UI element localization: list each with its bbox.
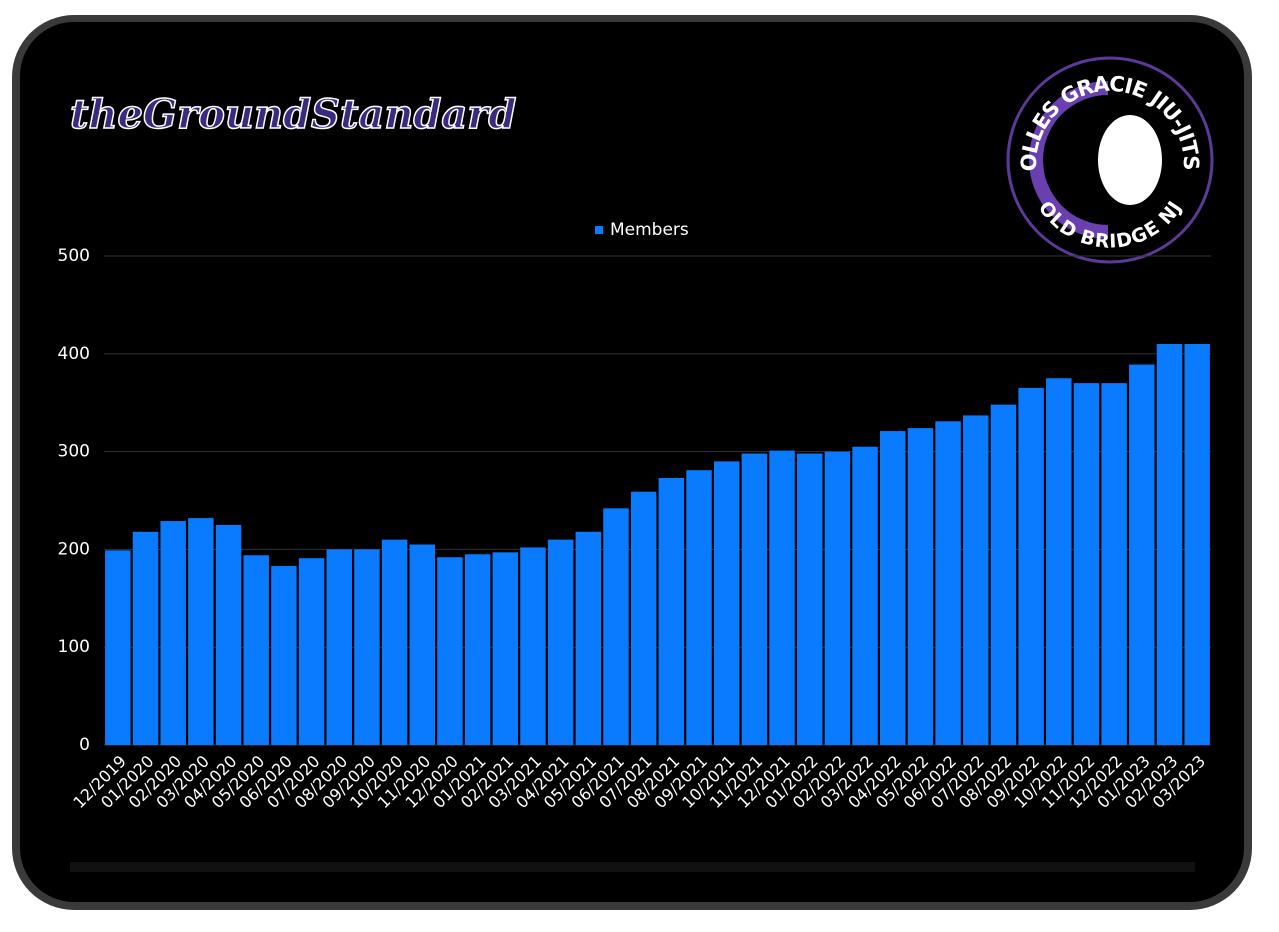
bar — [243, 555, 269, 745]
bar — [603, 508, 629, 745]
bar — [1156, 344, 1183, 745]
y-tick-label: 400 — [58, 344, 90, 364]
ground-standard-logo: theGroundStandard — [70, 91, 516, 138]
bar — [575, 531, 602, 745]
bar — [105, 550, 131, 745]
bar — [963, 415, 989, 745]
bar — [437, 557, 463, 745]
bar — [409, 544, 435, 745]
bar — [741, 453, 768, 745]
bar — [907, 428, 934, 745]
bar — [1046, 378, 1072, 745]
bar — [492, 552, 519, 745]
bar — [824, 451, 851, 745]
bar — [880, 431, 906, 745]
bar — [852, 446, 878, 745]
legend-label: Members — [610, 220, 689, 240]
bar — [464, 554, 491, 745]
bar — [354, 549, 380, 745]
bar — [630, 491, 657, 745]
bar — [215, 524, 242, 745]
bar — [658, 478, 685, 745]
y-tick-label: 100 — [58, 637, 90, 657]
bar — [1018, 388, 1044, 745]
y-tick-label: 200 — [58, 539, 90, 559]
bar — [326, 549, 352, 745]
bar — [298, 558, 325, 745]
footer-strip — [70, 862, 1195, 872]
bar — [1101, 383, 1127, 745]
y-tick-label: 500 — [58, 246, 90, 266]
y-tick-label: 300 — [58, 442, 90, 462]
bar — [713, 461, 740, 745]
bar — [1129, 364, 1155, 745]
bar — [796, 453, 823, 745]
y-tick-label: 0 — [79, 735, 90, 755]
bar — [935, 421, 961, 745]
bar — [769, 450, 795, 745]
legend-swatch — [595, 226, 603, 234]
bar — [132, 531, 159, 745]
bar — [1184, 344, 1210, 745]
bar — [188, 518, 214, 745]
bar — [381, 539, 408, 745]
bar — [271, 566, 297, 745]
bar — [686, 470, 712, 745]
bar — [547, 539, 574, 745]
bar — [990, 404, 1017, 745]
bar — [160, 521, 186, 745]
bar — [520, 547, 546, 745]
bar — [1073, 383, 1100, 745]
